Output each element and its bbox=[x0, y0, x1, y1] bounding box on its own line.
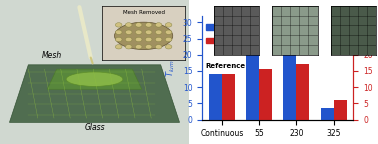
Circle shape bbox=[135, 45, 142, 49]
Bar bbox=[222, 74, 235, 120]
Circle shape bbox=[135, 23, 142, 27]
Circle shape bbox=[155, 37, 162, 42]
Circle shape bbox=[125, 23, 132, 27]
Text: Mesh Removed: Mesh Removed bbox=[122, 10, 165, 15]
Bar bbox=[321, 108, 333, 120]
Circle shape bbox=[115, 30, 122, 34]
Circle shape bbox=[145, 45, 152, 49]
Y-axis label: $T_{lum}$: $T_{lum}$ bbox=[165, 59, 177, 77]
Circle shape bbox=[155, 45, 162, 49]
Text: Mesh: Mesh bbox=[42, 51, 62, 60]
Circle shape bbox=[165, 23, 172, 27]
Bar bbox=[296, 65, 310, 120]
Polygon shape bbox=[47, 69, 142, 89]
Circle shape bbox=[145, 30, 152, 34]
Legend: $T_{lum}$, $\Delta T_{sol}$: $T_{lum}$, $\Delta T_{sol}$ bbox=[203, 18, 240, 50]
Polygon shape bbox=[9, 65, 180, 122]
Text: Glass: Glass bbox=[85, 123, 106, 132]
Circle shape bbox=[165, 30, 172, 34]
Circle shape bbox=[115, 23, 122, 27]
Circle shape bbox=[115, 45, 122, 49]
Circle shape bbox=[165, 45, 172, 49]
Circle shape bbox=[125, 37, 132, 42]
Circle shape bbox=[135, 37, 142, 42]
Ellipse shape bbox=[115, 22, 173, 50]
Circle shape bbox=[155, 23, 162, 27]
Circle shape bbox=[125, 30, 132, 34]
Circle shape bbox=[125, 45, 132, 49]
Circle shape bbox=[145, 37, 152, 42]
Circle shape bbox=[165, 37, 172, 42]
Circle shape bbox=[155, 30, 162, 34]
Bar bbox=[284, 51, 296, 120]
Bar bbox=[246, 30, 259, 120]
Bar bbox=[333, 100, 347, 120]
Bar bbox=[209, 74, 222, 120]
Ellipse shape bbox=[66, 72, 123, 86]
Circle shape bbox=[135, 30, 142, 34]
Bar bbox=[259, 69, 272, 120]
Circle shape bbox=[115, 37, 122, 42]
Circle shape bbox=[145, 23, 152, 27]
Text: Reference: Reference bbox=[205, 63, 245, 69]
